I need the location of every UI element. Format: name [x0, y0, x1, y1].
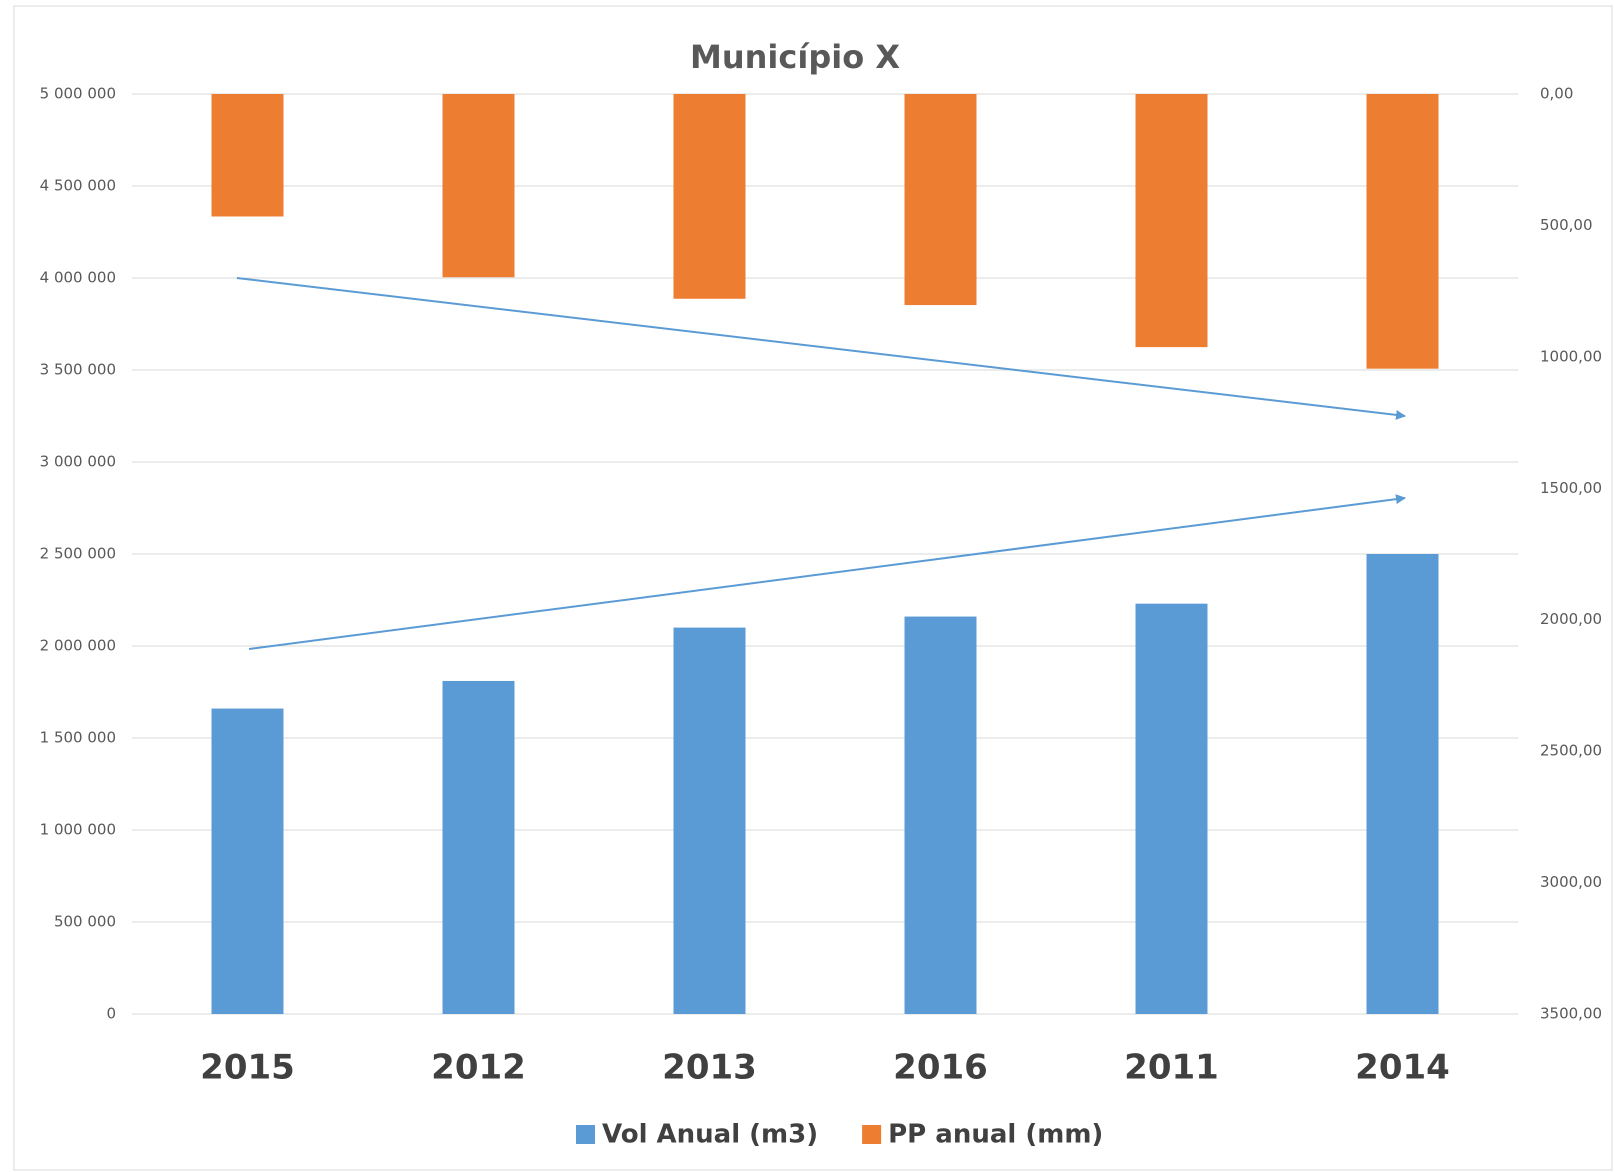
bar	[442, 680, 515, 1014]
y2-tick-label: 500,00	[1540, 216, 1593, 234]
legend-swatch	[862, 1125, 882, 1144]
y2-tick-label: 2000,00	[1540, 610, 1602, 628]
y2-tick-label: 1500,00	[1540, 479, 1602, 497]
bar	[1135, 603, 1208, 1014]
y2-tick-label: 0,00	[1540, 85, 1573, 103]
y-tick-label: 1 000 000	[40, 821, 116, 839]
y-tick-label: 4 500 000	[40, 177, 116, 195]
bar	[211, 94, 284, 217]
y2-tick-label: 3000,00	[1540, 873, 1602, 891]
trend-arrow	[248, 494, 1406, 650]
bar	[673, 627, 746, 1014]
y-tick-label: 2 500 000	[40, 545, 116, 563]
bar	[442, 94, 515, 278]
bar	[1135, 94, 1208, 348]
y-tick-label: 5 000 000	[40, 85, 116, 103]
bar	[673, 94, 746, 299]
y-tick-label: 4 000 000	[40, 269, 116, 287]
bar	[1366, 554, 1439, 1014]
legend-label: Vol Anual (m3)	[602, 1120, 818, 1150]
y-tick-label: 500 000	[54, 913, 116, 931]
plot: 0 500 000 1 000 000 1 500 000 2 000 000 2 500…	[40, 85, 1602, 1150]
y-tick-label: 0	[106, 1005, 116, 1023]
x-tick-label: 2012	[431, 1048, 526, 1088]
x-tick-label: 2011	[1124, 1048, 1219, 1088]
bar	[1366, 94, 1439, 369]
bar	[211, 708, 284, 1014]
y-tick-label: 2 000 000	[40, 637, 116, 655]
bar	[904, 94, 977, 306]
y-tick-label: 3 500 000	[40, 361, 116, 379]
y2-tick-label: 1000,00	[1540, 347, 1602, 365]
trend-arrow	[236, 277, 1406, 420]
y-tick-label: 3 000 000	[40, 453, 116, 471]
y-tick-label: 1 500 000	[40, 729, 116, 747]
x-tick-label: 2015	[200, 1048, 295, 1088]
x-tick-label: 2016	[893, 1048, 988, 1088]
y2-tick-label: 3500,00	[1540, 1005, 1602, 1023]
x-tick-label: 2014	[1355, 1048, 1450, 1088]
legend-label: PP anual (mm)	[888, 1120, 1103, 1150]
legend-swatch	[576, 1125, 595, 1144]
x-tick-label: 2013	[662, 1048, 757, 1088]
y2-tick-label: 2500,00	[1540, 742, 1602, 760]
bar	[904, 616, 977, 1014]
chart-title: Município X	[690, 38, 900, 76]
